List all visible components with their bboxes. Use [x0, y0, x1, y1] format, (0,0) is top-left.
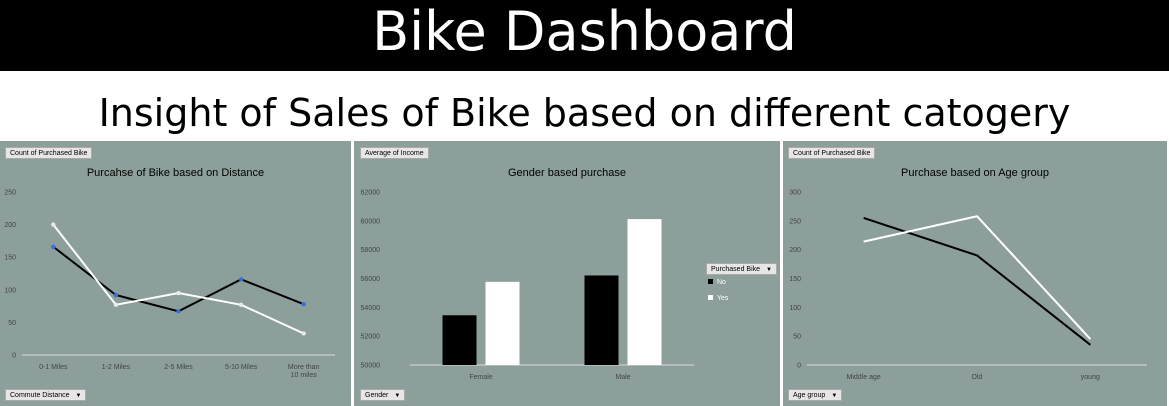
data-point	[51, 244, 56, 249]
data-point	[176, 290, 181, 296]
data-point	[301, 331, 306, 336]
title-banner	[0, 0, 1169, 71]
y-tick-label: 150	[789, 276, 801, 283]
x-tick-label: 0-1 Miles	[39, 364, 68, 371]
gender-filter-button[interactable]: Gender ▼	[360, 389, 406, 401]
value-field-button[interactable]: Count of Purchased Bike	[788, 147, 876, 159]
x-tick-label: 5-10 Miles	[225, 364, 258, 371]
bar-no	[584, 275, 619, 365]
y-tick-label: 150	[4, 255, 16, 262]
y-tick-label: 62000	[361, 190, 381, 197]
y-tick-label: 56000	[361, 276, 381, 283]
dashboard-title: Bike Dashboard	[372, 0, 797, 63]
commute-distance-filter-button[interactable]: Commute Distance ▼	[5, 389, 87, 401]
legend-item-no: No	[708, 279, 726, 286]
y-tick-label: 0	[12, 353, 16, 360]
y-tick-label: 0	[797, 363, 801, 370]
legend-swatch	[708, 279, 713, 284]
x-tick-label-line: 10 miles	[291, 372, 318, 379]
y-tick-label: 50	[793, 334, 801, 341]
series-line-yes	[52, 223, 305, 335]
x-tick-label-line: More than	[288, 364, 320, 371]
dropdown-arrow-icon: ▼	[394, 393, 401, 399]
chart-title: Purcahse of Bike based on Distance	[86, 167, 265, 179]
legend-label: No	[717, 279, 726, 286]
purchased-bike-filter-button[interactable]: Purchased Bike ▼	[706, 263, 777, 275]
chart-plot: 0 50 100 150 200 250 300 Middle age Old young	[789, 190, 1147, 381]
legend-title: Purchased Bike	[711, 266, 761, 273]
x-tick-label: young	[1081, 374, 1100, 381]
y-tick-label: 50	[8, 320, 16, 327]
chart-plot: 50000 52000 54000 56000 58000 60000 62000 Femal…	[361, 190, 694, 381]
age-group-filter-button[interactable]: Age group ▼	[788, 389, 843, 401]
filter-label: Gender	[365, 392, 389, 399]
dropdown-arrow-icon: ▼	[75, 393, 82, 399]
y-tick-label: 300	[789, 190, 801, 197]
y-tick-label: 50000	[361, 363, 381, 370]
data-point	[113, 292, 119, 298]
x-tick-label: Female	[469, 374, 492, 381]
series-line-no	[52, 245, 305, 313]
legend-item-yes: Yes	[708, 295, 728, 302]
chart-title: Purchase based on Age group	[900, 167, 1049, 179]
y-tick-label: 54000	[361, 305, 381, 312]
dashboard-subtitle: Insight of Sales of Bike based on differ…	[98, 91, 1071, 135]
panel-divider	[780, 141, 783, 406]
filter-label: Commute Distance	[10, 392, 70, 399]
age-group-chart-panel: 0 50 100 150 200 250 300 Middle age Old young Cou…	[783, 141, 1167, 406]
data-point	[51, 222, 56, 227]
dropdown-arrow-icon: ▼	[831, 393, 838, 399]
y-tick-label: 60000	[361, 218, 381, 225]
y-tick-label: 52000	[361, 334, 381, 341]
x-tick-label: Old	[972, 374, 983, 381]
y-tick-label: 58000	[361, 247, 381, 254]
gender-chart-panel: 50000 52000 54000 56000 58000 60000 62000 Femal…	[354, 141, 780, 406]
bar-yes	[627, 219, 662, 365]
bar-no	[442, 315, 477, 365]
data-point	[176, 309, 181, 314]
y-tick-label: 250	[789, 218, 801, 225]
value-field-button[interactable]: Count of Purchased Bike	[5, 147, 93, 159]
y-tick-label: 250	[4, 190, 16, 197]
legend-swatch	[708, 295, 713, 300]
x-tick-label: 2-5 Miles	[164, 364, 193, 371]
chart-title: Gender based purchase	[507, 167, 627, 179]
y-tick-label: 200	[789, 247, 801, 254]
y-tick-label: 200	[4, 222, 16, 229]
x-tick-label: Male	[615, 374, 630, 381]
dropdown-arrow-icon: ▼	[766, 267, 772, 273]
chart-plot: 0 50 100 150 200 250 0-1 Miles 1-2 Miles 2-5 Mil…	[4, 190, 335, 379]
distance-chart-panel: 0 50 100 150 200 250 0-1 Miles 1-2 Miles 2-5 Mil…	[0, 141, 351, 406]
data-point	[238, 302, 244, 307]
y-tick-label: 100	[789, 305, 801, 312]
bar-yes	[485, 281, 520, 365]
data-point	[113, 302, 119, 307]
data-point	[238, 277, 244, 282]
filter-label: Age group	[793, 392, 826, 399]
legend-label: Yes	[717, 295, 729, 302]
panel-divider	[351, 141, 354, 406]
series-line-no	[863, 217, 1091, 346]
x-tick-label: Middle age	[847, 374, 881, 381]
x-tick-label: More than 10 miles	[288, 364, 320, 379]
data-point	[301, 301, 306, 307]
series-line-yes	[863, 215, 1092, 340]
value-field-button[interactable]: Average of Income	[360, 147, 429, 159]
x-tick-label: 1-2 Miles	[102, 364, 131, 371]
y-tick-label: 100	[4, 287, 16, 294]
